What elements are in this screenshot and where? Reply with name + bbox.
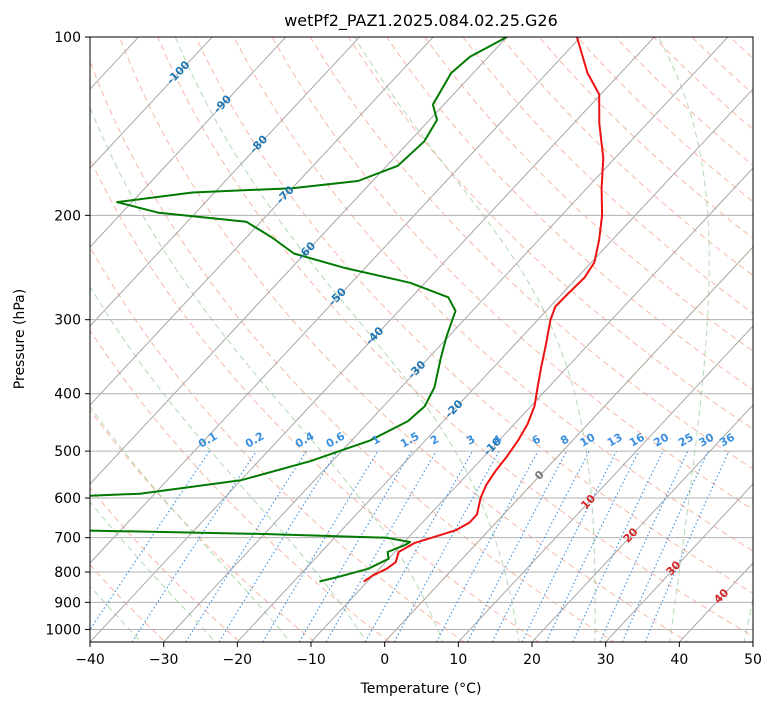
temperature-profile-line [363, 37, 605, 583]
y-tick-label: 300 [54, 313, 81, 329]
isotherm-line [90, 37, 655, 642]
isotherm-line [531, 404, 753, 642]
dry-adiabat-line [271, 37, 753, 511]
isotherm-line [90, 37, 287, 248]
y-tick-label: 400 [54, 387, 81, 403]
isotherm-line [604, 483, 753, 642]
x-tick-label: 10 [449, 652, 467, 668]
y-tick-label: 100 [54, 30, 81, 46]
x-tick-label: −40 [75, 652, 105, 668]
dry-adiabat-line [90, 246, 465, 642]
isotherm-line [90, 37, 582, 564]
y-tick-label: 600 [54, 491, 81, 507]
dry-adiabat-line [90, 59, 615, 642]
mixing-ratio-line [521, 450, 618, 642]
y-tick-label: 200 [54, 208, 81, 224]
dry-adiabat-line [90, 487, 241, 642]
moist-adiabat-line [353, 37, 596, 642]
dry-adiabat-line [309, 37, 753, 470]
isotherm-line [457, 325, 753, 642]
chart-title: wetPf2_PAZ1.2025.084.02.25.G26 [284, 11, 558, 31]
y-tick-label: 1000 [45, 622, 81, 638]
isotherm-line [90, 37, 434, 406]
plot-frame [89, 36, 754, 643]
mixing-ratio-line [644, 450, 730, 642]
moist-adiabat-line [90, 405, 291, 642]
x-axis-label: Temperature (°C) [360, 681, 482, 697]
isotherm-line [236, 88, 753, 642]
y-tick-label: 500 [54, 444, 81, 460]
x-tick-label: 0 [380, 652, 389, 668]
x-tick-label: 20 [523, 652, 541, 668]
mixing-ratio-line [364, 450, 474, 642]
dry-adiabat-line [347, 37, 753, 430]
mixing-ratio-line [572, 450, 664, 642]
plot-background [90, 37, 753, 642]
x-tick-label: 40 [670, 652, 688, 668]
isotherm-line [90, 37, 213, 169]
dry-adiabat-line [462, 37, 753, 314]
isotherm-line [162, 37, 729, 642]
mixing-ratio-line [435, 450, 539, 642]
y-tick-label: 700 [54, 531, 81, 547]
dewpoint-profile-line [90, 37, 508, 583]
y-tick-label: 900 [54, 595, 81, 611]
mixing-ratio-line [393, 450, 500, 642]
x-tick-label: −20 [223, 652, 253, 668]
mixing-ratio-line [599, 450, 689, 642]
y-tick-label: 800 [54, 565, 81, 581]
mixing-ratio-line [218, 450, 338, 642]
x-tick-label: −30 [149, 652, 179, 668]
moist-adiabat-line [743, 596, 753, 642]
isotherm-line [90, 37, 508, 485]
y-axis-label: Pressure (hPa) [12, 289, 28, 389]
x-tick-label: 50 [744, 652, 762, 668]
mixing-ratio-line [262, 450, 379, 642]
dry-adiabat-line [424, 37, 753, 352]
mixing-ratio-line [325, 450, 437, 642]
dry-adiabat-line [90, 409, 316, 642]
isotherm-line [90, 37, 361, 327]
dry-adiabat-line [233, 37, 753, 552]
x-tick-label: −10 [296, 652, 326, 668]
mixing-ratio-line [545, 450, 640, 642]
mixing-ratio-line [621, 450, 709, 642]
moist-adiabat-line [90, 105, 444, 642]
dry-adiabat-line [157, 37, 753, 637]
mixing-ratio-line [185, 450, 307, 642]
mixing-ratio-line [298, 450, 413, 642]
dry-adiabat-line [119, 37, 690, 642]
x-tick-label: 30 [597, 652, 615, 668]
freezing-isotherm-line [383, 246, 753, 642]
dry-adiabat-line [195, 37, 753, 594]
dry-adiabat-line [90, 329, 391, 642]
moist-adiabat-line [657, 37, 710, 642]
moist-adiabat-line [90, 285, 367, 642]
